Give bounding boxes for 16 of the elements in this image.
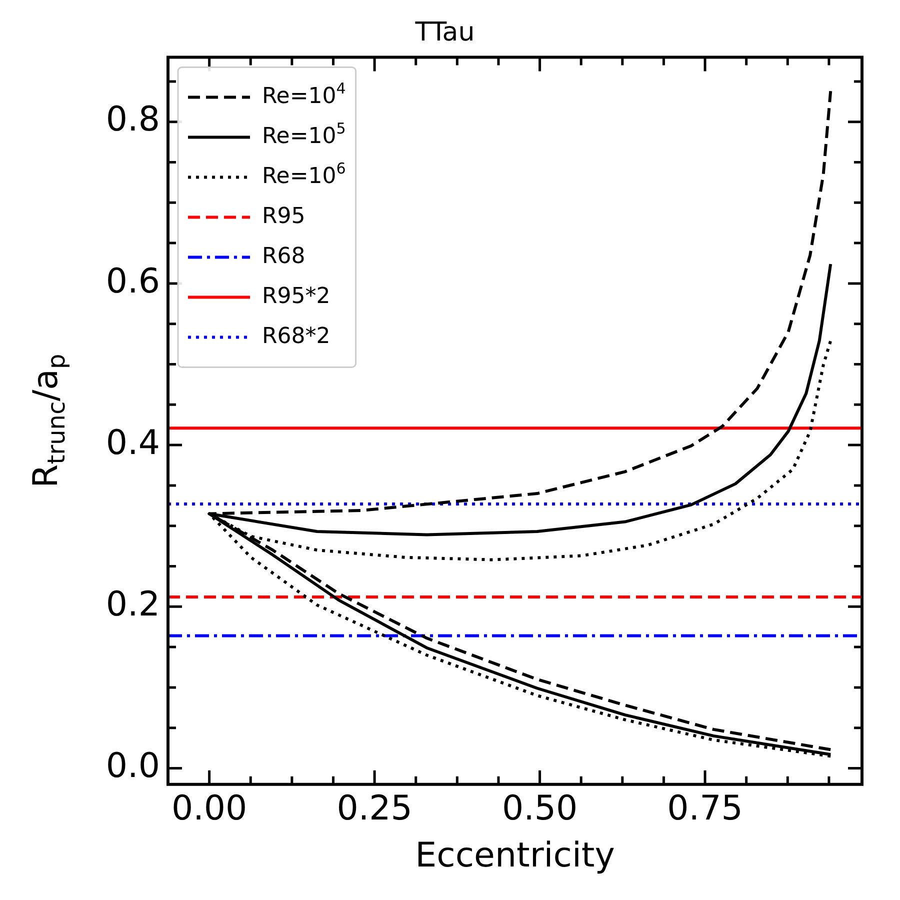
legend-label: R95 bbox=[262, 204, 306, 229]
y-tick-label: 0.0 bbox=[106, 746, 160, 786]
y-axis-title: Rtrunc/ap bbox=[26, 354, 70, 488]
y-tick-label: 0.8 bbox=[106, 100, 160, 140]
legend-label: R68 bbox=[262, 244, 306, 269]
x-tick-label: 0.25 bbox=[336, 788, 412, 829]
x-axis-title: Eccentricity bbox=[415, 835, 615, 876]
x-tick-label: 0.00 bbox=[171, 788, 248, 829]
y-tick-label: 0.4 bbox=[106, 422, 160, 463]
y-tick-label: 0.6 bbox=[106, 261, 160, 302]
x-tick-label: 0.75 bbox=[667, 788, 743, 829]
chart-title: TTau bbox=[414, 17, 475, 48]
legend-label: R95*2 bbox=[262, 284, 330, 309]
x-tick-label: 0.50 bbox=[502, 788, 578, 829]
y-tick-label: 0.2 bbox=[106, 584, 160, 624]
legend-label: R68*2 bbox=[262, 324, 330, 349]
